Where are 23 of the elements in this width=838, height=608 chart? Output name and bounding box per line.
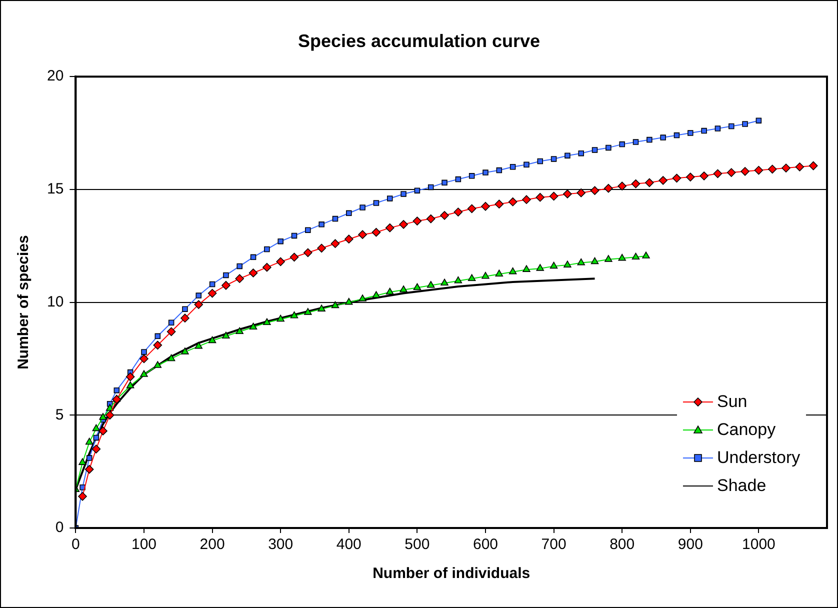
x-tick-label: 1000: [742, 536, 776, 554]
x-tick-label: 0: [72, 536, 80, 554]
legend-label: Sun: [717, 392, 748, 412]
y-tick-label: 10: [46, 293, 64, 310]
x-tick-label: 100: [131, 536, 156, 554]
x-tick-label: 600: [472, 536, 498, 554]
x-tick-label: 400: [336, 536, 362, 554]
x-axis-title: Number of individuals: [372, 565, 530, 582]
legend-label: Shade: [717, 476, 766, 496]
y-tick-label: 0: [55, 519, 64, 536]
chart-title: Species accumulation curve: [298, 30, 540, 51]
legend-label: Canopy: [717, 420, 776, 440]
y-tick-label: 15: [46, 180, 64, 198]
x-tick-label: 200: [200, 536, 225, 554]
x-tick-label: 800: [610, 536, 635, 554]
x-tick-label: 900: [678, 536, 703, 554]
y-tick-label: 5: [55, 406, 64, 424]
x-tick-label: 700: [541, 536, 566, 554]
x-tick-label: 300: [268, 536, 294, 554]
x-tick-label: 500: [404, 536, 430, 554]
y-tick-label: 20: [46, 68, 64, 85]
legend-label: Understory: [717, 448, 800, 468]
y-axis-title: Number of species: [15, 235, 32, 370]
